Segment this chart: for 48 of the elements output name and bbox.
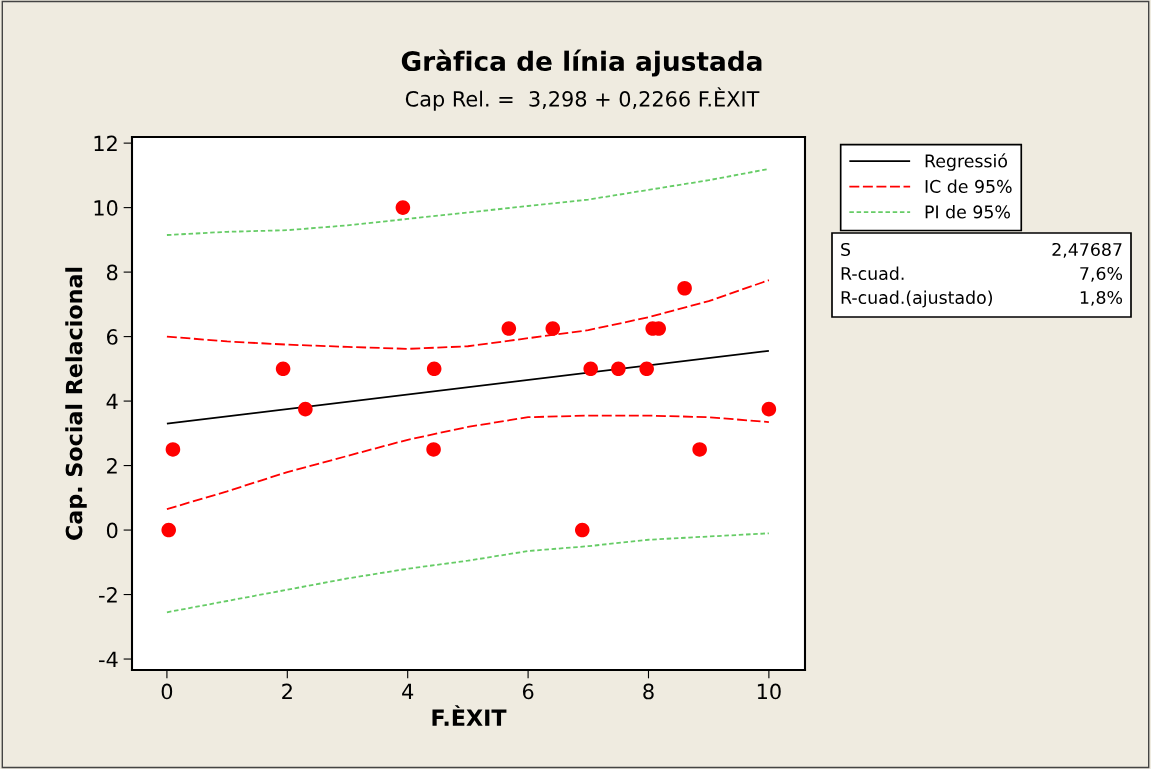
y-tick-label: 4 — [106, 393, 118, 409]
y-axis-title: Cap. Social Relacional — [65, 267, 87, 540]
x-tick-label: 6 — [522, 683, 534, 700]
y-tick-label: -2 — [99, 587, 117, 603]
point — [426, 361, 442, 377]
y-tick-label: 12 — [94, 135, 117, 152]
legend-label: PI de 95% — [925, 205, 1010, 219]
point — [574, 522, 590, 538]
legend-label: Regressió — [925, 153, 1008, 171]
text: S — [841, 242, 851, 257]
y-tick-label: 10 — [94, 200, 118, 216]
x-tick-label: 0 — [161, 683, 173, 700]
point — [298, 401, 313, 417]
text: 7,6% — [1080, 266, 1123, 282]
point — [426, 442, 441, 457]
line-series — [166, 279, 770, 350]
line-series — [166, 168, 770, 236]
line-series — [166, 414, 770, 511]
point — [275, 361, 291, 377]
point — [677, 280, 692, 296]
y-tick-label: 6 — [107, 329, 118, 345]
text: R-cuad. — [841, 266, 904, 281]
y-tick-label: 0 — [106, 522, 118, 539]
text: 2,47687 — [1052, 242, 1122, 258]
point — [692, 442, 707, 457]
point — [501, 321, 517, 336]
point — [545, 321, 561, 336]
text: 1,8% — [1080, 290, 1123, 306]
legend-label: IC de 95% — [925, 179, 1012, 193]
x-tick-label: 8 — [643, 683, 654, 700]
point — [395, 200, 411, 215]
x-tick-label: 2 — [282, 683, 292, 700]
point — [761, 401, 777, 417]
point — [161, 522, 176, 538]
y-tick-label: 8 — [106, 264, 118, 281]
line-series — [166, 532, 770, 614]
x-tick-label: 10 — [757, 683, 781, 700]
x-tick-label: 4 — [402, 683, 414, 700]
x-axis-title: F.ÈXIT — [432, 705, 507, 726]
chart-subtitle: Cap Rel. = 3,298 + 0,2266 F.ÈXIT — [405, 87, 760, 111]
chart-title: Gràfica de línia ajustada — [401, 49, 762, 77]
point — [639, 361, 654, 377]
text: R-cuad.(ajustado) — [841, 290, 993, 308]
point — [165, 442, 181, 457]
y-tick-label: 2 — [107, 458, 117, 474]
y-tick-label: -4 — [99, 651, 118, 667]
point — [583, 361, 598, 377]
point — [611, 361, 626, 377]
